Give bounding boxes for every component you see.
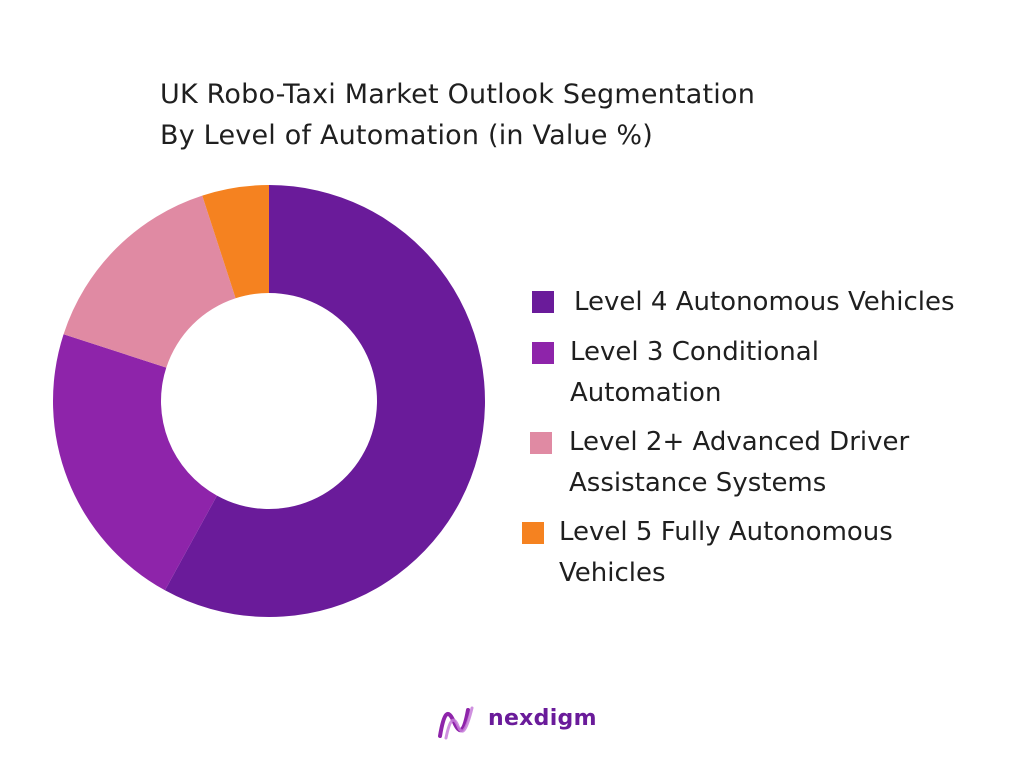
chart-title: UK Robo-Taxi Market Outlook Segmentation… — [160, 74, 880, 156]
donut-slice-2 — [52, 334, 217, 591]
donut-slice-4 — [202, 185, 269, 299]
donut-slice-1 — [164, 185, 486, 617]
nexdigm-logo-icon — [438, 706, 474, 740]
donut-slice-3 — [63, 195, 236, 368]
brand-name: nexdigm — [488, 706, 597, 731]
chart-title-line-2: By Level of Automation (in Value %) — [160, 120, 654, 151]
chart-title-line-1: UK Robo-Taxi Market Outlook Segmentation — [160, 79, 756, 110]
